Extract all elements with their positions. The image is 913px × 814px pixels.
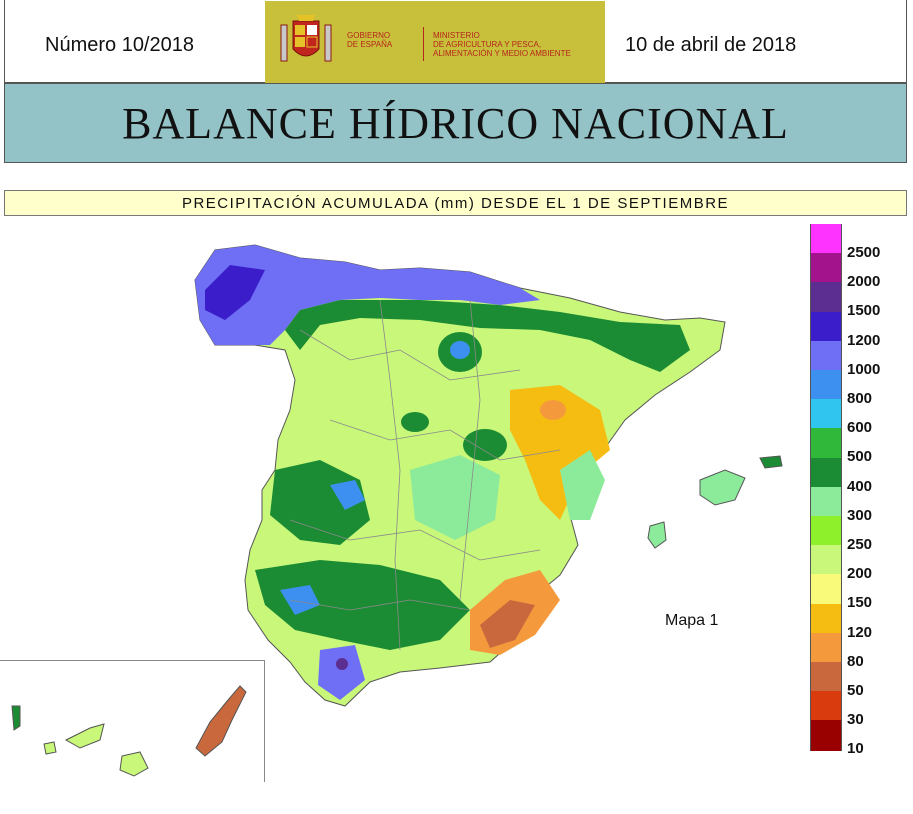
legend-label-50: 50 — [847, 682, 864, 699]
legend-swatch-80 — [810, 632, 842, 663]
legend-label-500: 500 — [847, 448, 873, 466]
issue-date: 10 de abril de 2018 — [625, 34, 797, 56]
lanzarote-fuerteventura — [195, 685, 247, 757]
legend-swatch-30 — [810, 691, 842, 722]
la-palma — [11, 705, 21, 731]
precipitation-legend: 2500 2000 1500 1200 1000 800 600 500 400 300 250 20… — [810, 224, 910, 779]
legend-swatch-2500 — [810, 224, 842, 255]
legend-label-80: 80 — [847, 652, 864, 670]
mallorca — [699, 469, 746, 506]
south-wet-zone — [255, 560, 470, 650]
government-logo: GOBIERNO DE ESPAÑA MINISTERIO DE AGRICUL… — [265, 1, 605, 83]
legend-swatch-120 — [810, 603, 842, 634]
legend-label-600: 600 — [847, 419, 873, 437]
legend-label-800: 800 — [847, 390, 873, 407]
burgos-blue-patch — [450, 341, 470, 359]
tenerife — [64, 723, 105, 749]
issue-number: Número 10/2018 — [45, 34, 194, 56]
legend-label-2500: 2500 — [847, 244, 881, 261]
legend-label-250: 250 — [847, 536, 873, 553]
north-green-zone — [285, 300, 690, 372]
coat-of-arms-icon — [280, 15, 332, 62]
legend-swatch-1000 — [810, 340, 842, 371]
iberico-patch — [463, 429, 507, 461]
south-blue-patch — [280, 585, 320, 615]
ebro-orange-patch — [540, 400, 566, 420]
legend-swatch-50 — [810, 662, 842, 693]
southeast-brown-zone — [480, 600, 535, 648]
gobierno-label: GOBIERNO DE ESPAÑA — [347, 31, 393, 49]
la-gomera — [43, 741, 57, 755]
legend-swatch-1200 — [810, 311, 842, 342]
legend-swatch-250 — [810, 516, 842, 547]
legend-swatch-400 — [810, 457, 842, 488]
legend-label-300: 300 — [847, 506, 873, 524]
legend-label-2000: 2000 — [847, 273, 881, 291]
levante-wet-zone — [560, 450, 605, 520]
legend-label-10: 10 — [847, 740, 864, 758]
legend-label-400: 400 — [847, 477, 873, 495]
header: Número 10/2018 GOBIERNO DE ESPAÑA MINIST… — [4, 0, 907, 83]
gran-canaria — [119, 751, 149, 777]
province-borders — [289, 299, 561, 651]
ebro-dry-zone — [510, 385, 610, 520]
legend-label-200: 200 — [847, 565, 873, 583]
subtitle-band: PRECIPITACIÓN ACUMULADA (mm) DESDE EL 1 … — [4, 190, 907, 216]
legend-swatch-2000 — [810, 253, 842, 284]
map-subtitle: PRECIPITACIÓN ACUMULADA (mm) DESDE EL 1 … — [181, 195, 730, 212]
ibiza — [647, 521, 667, 549]
legend-swatch-1500 — [810, 282, 842, 313]
legend-label-1500: 1500 — [847, 302, 881, 320]
galicia-dark — [205, 265, 265, 320]
logo-divider — [423, 27, 424, 61]
legend-label-1200: 1200 — [847, 331, 881, 349]
legend-swatch-800 — [810, 370, 842, 401]
central-green-patch — [410, 455, 500, 540]
legend-label-150: 150 — [847, 594, 873, 612]
legend-swatch-300 — [810, 486, 842, 517]
legend-swatch-500 — [810, 428, 842, 459]
legend-label-30: 30 — [847, 711, 864, 729]
west-wet-zone — [270, 460, 370, 545]
cadiz-wet-patch — [318, 645, 365, 700]
legend-swatch-150 — [810, 574, 842, 605]
legend-label-1000: 1000 — [847, 360, 881, 378]
west-blue-patch — [330, 480, 365, 510]
legend-swatch-10 — [810, 720, 842, 751]
precipitation-map — [11, 244, 783, 777]
sistema-central-patch — [401, 412, 429, 432]
grazalema-max — [336, 658, 348, 670]
map-label: Mapa 1 — [665, 612, 719, 629]
menorca — [759, 455, 783, 469]
canary-islands-inset — [0, 660, 265, 782]
legend-swatch-600 — [810, 399, 842, 430]
title-band: BALANCE HÍDRICO NACIONAL — [4, 83, 907, 163]
ministerio-label: MINISTERIO DE AGRICULTURA Y PESCA, ALIME… — [433, 31, 571, 58]
legend-swatch-200 — [810, 545, 842, 576]
page-title: BALANCE HÍDRICO NACIONAL — [122, 99, 789, 148]
legend-label-120: 120 — [847, 623, 873, 641]
north-wet-zone — [195, 245, 540, 345]
